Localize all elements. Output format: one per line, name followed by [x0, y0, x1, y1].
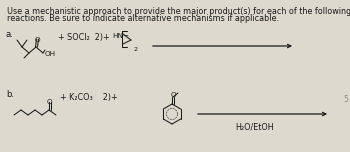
Text: HN−: HN−: [112, 33, 129, 39]
Text: O: O: [47, 99, 52, 105]
Text: 5: 5: [343, 95, 348, 104]
Text: b.: b.: [6, 90, 14, 99]
Text: reactions. Be sure to indicate alternative mechanisms if applicable.: reactions. Be sure to indicate alternati…: [7, 14, 279, 23]
Text: H₂O/EtOH: H₂O/EtOH: [236, 122, 274, 131]
Text: O: O: [171, 92, 177, 98]
Text: + SOCl₂  2)+: + SOCl₂ 2)+: [58, 33, 110, 42]
Text: 2: 2: [133, 47, 137, 52]
Text: + K₂CO₃    2)+: + K₂CO₃ 2)+: [60, 93, 118, 102]
Text: a.: a.: [6, 30, 14, 39]
Text: O: O: [35, 37, 41, 43]
Text: OH: OH: [45, 51, 56, 57]
Text: Use a mechanistic approach to provide the major product(s) for each of the follo: Use a mechanistic approach to provide th…: [7, 7, 350, 16]
